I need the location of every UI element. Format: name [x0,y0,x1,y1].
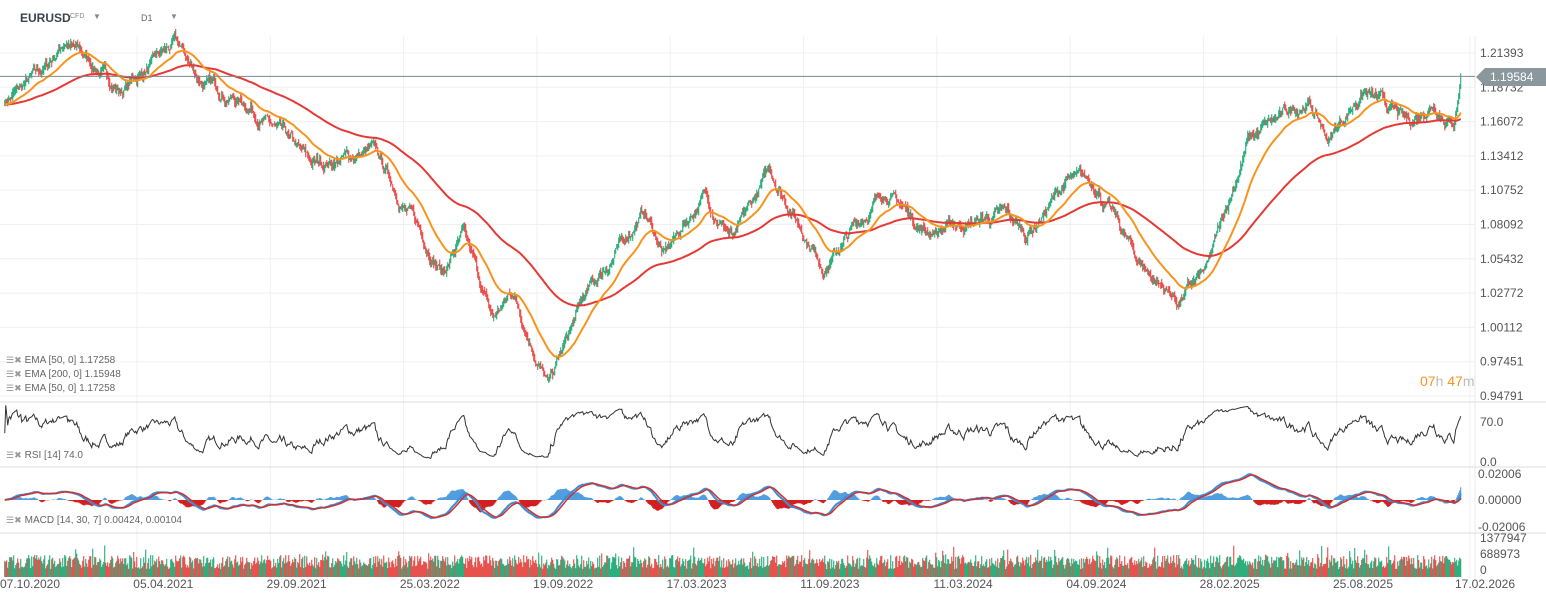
x-tick-label: 28.02.2025 [1200,577,1260,591]
x-tick-label: 04.09.2024 [1066,577,1126,591]
legend-label: MACD [14, 30, 7] 0.00424, 0.00104 [24,515,182,526]
y-tick-label: 0.94791 [1480,389,1524,403]
x-tick-label: 05.04.2021 [133,577,193,591]
legend-ema50-2[interactable]: ☰✖ EMA [50, 0] 1.17258 [6,383,115,394]
settings-icon[interactable]: ☰✖ [6,450,22,460]
ema50-line [4,49,1462,358]
x-tick-label: 19.09.2022 [533,577,593,591]
signal-line [4,474,1462,519]
legend-ema50[interactable]: ☰✖ EMA [50, 0] 1.17258 [6,355,115,366]
legend-label: EMA [50, 0] 1.17258 [24,355,116,366]
instrument-type: CFD [70,13,85,20]
macd-tick-label: -0.02006 [1478,520,1526,534]
volume-tick-label: 1377947 [1480,531,1527,545]
x-tick-label: 11.03.2024 [934,577,993,591]
legend-label: RSI [14] 74.0 [24,450,83,461]
chart-header: EURUSD CFD ▼ D1 ▼ [0,0,1475,36]
macd-line [4,473,1462,520]
settings-icon[interactable]: ☰✖ [6,369,22,379]
legend-label: EMA [50, 0] 1.17258 [24,383,116,394]
y-tick-label: 1.08092 [1480,218,1524,232]
settings-icon[interactable]: ☰✖ [6,383,22,393]
legend-ema200[interactable]: ☰✖ EMA [200, 0] 1.15948 [6,369,121,380]
x-tick-label: 25.08.2025 [1333,577,1393,591]
symbol-selector[interactable]: EURUSD [20,11,71,25]
ema200-line [4,64,1462,307]
x-tick-label: 17.03.2023 [666,577,726,591]
candles [4,28,1462,384]
volume-tick-label: 0 [1480,563,1487,577]
volume-bars [4,545,1462,577]
settings-icon[interactable]: ☰✖ [6,355,22,365]
y-tick-label: 0.97451 [1480,355,1524,369]
legend-label: EMA [200, 0] 1.15948 [24,369,121,380]
settings-icon[interactable]: ☰✖ [6,515,22,525]
x-tick-label: 29.09.2021 [267,577,327,591]
y-tick-label: 1.10752 [1480,183,1524,197]
x-tick-label: 25.03.2022 [400,577,460,591]
macd-histogram [5,487,1462,513]
y-tick-label: 1.00112 [1480,320,1523,334]
y-tick-label: 1.02772 [1480,286,1524,300]
symbol-dropdown-icon[interactable]: ▼ [93,12,101,21]
y-tick-label: 1.21393 [1480,46,1524,60]
timeframe-dropdown-icon[interactable]: ▼ [170,12,178,21]
legend-rsi[interactable]: ☰✖ RSI [14] 74.0 [6,450,83,461]
rsi-tick-label: 0.0 [1480,455,1497,469]
current-price-tag: 1.19584 [1476,68,1546,86]
candle-countdown: 07h 47m [1420,373,1475,389]
y-tick-label: 1.13412 [1480,149,1524,163]
macd-tick-label: 0.00000 [1478,493,1522,507]
y-tick-label: 1.05432 [1480,252,1524,266]
x-tick-label: 11.09.2023 [800,577,859,591]
legend-macd[interactable]: ☰✖ MACD [14, 30, 7] 0.00424, 0.00104 [6,515,182,526]
x-tick-label: 17.02.2026 [1455,577,1515,591]
volume-tick-label: 688973 [1480,547,1520,561]
rsi-tick-label: 70.0 [1480,415,1504,429]
svg-text:1.19584: 1.19584 [1490,70,1534,84]
x-tick-label: 07.10.2020 [0,577,60,591]
y-tick-label: 1.16072 [1480,115,1524,129]
timeframe-selector[interactable]: D1 [141,13,153,23]
macd-tick-label: 0.02006 [1478,467,1522,481]
rsi-line [4,405,1462,460]
